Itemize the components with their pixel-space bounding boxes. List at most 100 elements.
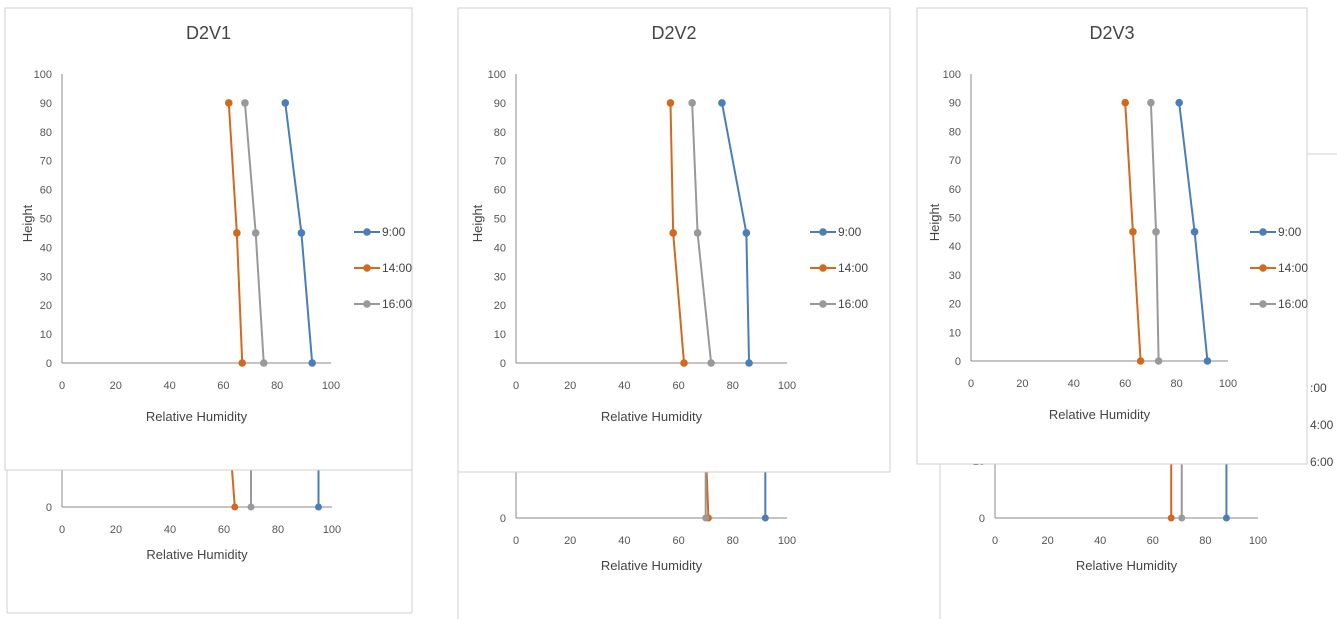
y-tick-label: 60 — [949, 184, 961, 196]
legend-marker — [819, 228, 827, 236]
y-tick-label: 0 — [46, 502, 52, 514]
x-tick-label: 100 — [322, 380, 340, 392]
legend-marker — [363, 264, 371, 272]
data-point — [308, 359, 316, 367]
data-point — [247, 503, 255, 511]
x-tick-label: 20 — [564, 535, 576, 547]
x-tick-label: 100 — [778, 380, 796, 392]
data-point — [1121, 98, 1129, 107]
x-axis-label: Relative Humidity — [601, 558, 703, 573]
x-tick-label: 100 — [1249, 535, 1267, 547]
y-tick-label: 30 — [494, 271, 506, 283]
chart-3: D2V3 0 10 20 30 40 50 60 70 80 90 100 0 20 40 60 80 100 Re… — [916, 7, 1308, 465]
chart-title: D2V1 — [186, 23, 231, 43]
data-point — [259, 359, 268, 367]
y-tick-label: 90 — [494, 98, 506, 110]
x-tick-label: 60 — [1119, 378, 1131, 390]
y-tick-label: 30 — [40, 271, 52, 283]
y-tick-label: 70 — [949, 155, 961, 167]
data-point — [1222, 514, 1230, 522]
x-tick-label: 100 — [323, 524, 341, 536]
legend-label: 14:00 — [838, 261, 868, 275]
x-tick-label: 100 — [778, 535, 796, 547]
x-tick-label: 60 — [1147, 535, 1159, 547]
legend-marker — [1259, 300, 1267, 308]
x-tick-label: 0 — [59, 524, 65, 536]
x-tick-label: 100 — [1219, 378, 1237, 390]
y-tick-label: 0 — [955, 356, 961, 368]
x-tick-label: 60 — [672, 380, 684, 392]
y-tick-label: 90 — [949, 98, 961, 110]
x-tick-label: 20 — [1041, 535, 1053, 547]
y-tick-label: 0 — [500, 358, 506, 370]
legend-label: 9:00 — [382, 225, 406, 239]
data-point — [233, 229, 241, 237]
y-tick-label: 40 — [40, 242, 52, 254]
y-tick-label: 70 — [494, 156, 506, 168]
data-point — [1175, 98, 1183, 107]
data-point — [1152, 228, 1160, 236]
x-tick-label: 40 — [163, 380, 175, 392]
chart-2: D2V2 0 10 20 30 40 50 60 70 80 90 100 0 20 40 60 80 100 Re… — [457, 7, 891, 473]
legend-label: 9:00 — [838, 225, 862, 239]
background-chart-1 — [6, 470, 413, 614]
data-point — [666, 99, 675, 107]
y-tick-label: 10 — [494, 329, 506, 341]
legend-marker — [819, 264, 827, 272]
x-tick-label: 80 — [272, 524, 284, 536]
x-tick-label: 80 — [271, 380, 283, 392]
x-tick-label: 20 — [564, 380, 576, 392]
data-point — [1147, 98, 1155, 107]
legend-label: 16:00 — [382, 297, 412, 311]
clipped-legend-label: 6:00 — [1310, 455, 1334, 469]
data-point — [1203, 357, 1212, 365]
data-point — [669, 229, 677, 237]
x-tick-label: 40 — [618, 535, 630, 547]
y-tick-label: 60 — [40, 185, 52, 197]
legend-marker — [363, 300, 371, 308]
background-chart-plot-3: 010020406080100Relative Humidity — [973, 446, 1267, 573]
data-point — [1190, 228, 1199, 236]
data-point — [761, 514, 769, 522]
data-point — [702, 514, 710, 522]
legend-label: 9:00 — [1278, 225, 1302, 239]
y-tick-label: 80 — [949, 126, 961, 138]
y-tick-label: 0 — [500, 513, 506, 525]
legend-label: 16:00 — [1278, 297, 1308, 311]
y-tick-label: 0 — [46, 358, 52, 370]
y-tick-label: 50 — [949, 213, 961, 225]
y-tick-label: 20 — [949, 299, 961, 311]
clipped-legend-label: :00 — [1310, 381, 1327, 395]
data-point — [315, 503, 322, 511]
y-tick-label: 100 — [34, 69, 52, 81]
x-tick-label: 40 — [618, 380, 630, 392]
y-tick-label: 80 — [40, 127, 52, 139]
x-tick-label: 20 — [110, 380, 122, 392]
y-axis-label: Height — [470, 204, 485, 242]
x-tick-label: 80 — [1199, 535, 1211, 547]
data-point — [241, 99, 249, 107]
x-tick-label: 20 — [1016, 378, 1028, 390]
y-tick-label: 40 — [494, 242, 506, 254]
x-axis-label: Relative Humidity — [601, 409, 703, 424]
x-tick-label: 0 — [513, 380, 519, 392]
x-tick-label: 40 — [1094, 535, 1106, 547]
y-axis-label: Height — [20, 204, 35, 242]
clipped-legend-label: 4:00 — [1310, 418, 1334, 432]
legend-label: 16:00 — [838, 297, 868, 311]
x-tick-label: 80 — [1170, 378, 1182, 390]
data-point — [688, 99, 696, 107]
y-tick-label: 10 — [949, 327, 961, 339]
legend-label: 14:00 — [382, 261, 412, 275]
data-point — [1136, 357, 1145, 365]
data-point — [1154, 357, 1163, 365]
y-tick-label: 90 — [40, 98, 52, 110]
x-tick-label: 60 — [672, 535, 684, 547]
y-tick-label: 20 — [40, 300, 52, 312]
legend-label: 14:00 — [1278, 261, 1308, 275]
legend-marker — [1259, 228, 1267, 236]
y-tick-label: 80 — [494, 127, 506, 139]
x-axis-label: Relative Humidity — [1076, 558, 1178, 573]
y-tick-label: 100 — [488, 69, 506, 81]
